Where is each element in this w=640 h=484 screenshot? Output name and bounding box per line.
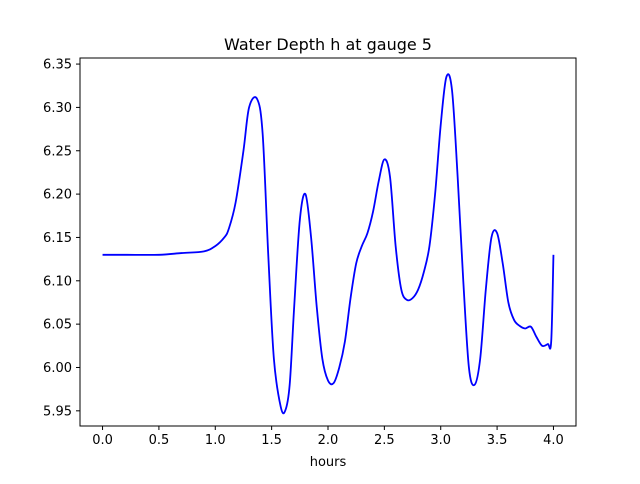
chart-title: Water Depth h at gauge 5 [224,35,432,54]
y-tick-label: 6.05 [43,318,72,333]
x-tick-label: 4.0 [543,433,564,448]
y-tick-label: 5.95 [43,404,72,419]
y-tick-label: 6.10 [43,274,72,289]
y-tick-label: 6.25 [43,144,72,159]
x-tick-label: 1.0 [205,433,226,448]
y-tick-label: 6.35 [43,58,72,73]
x-tick-label: 3.5 [487,433,508,448]
series-line-0 [102,73,555,415]
x-tick-label: 1.5 [261,433,282,448]
x-tick-label: 3.0 [430,433,451,448]
x-tick-label: 0.0 [92,433,113,448]
plot-area [102,73,555,415]
axes-frame [79,57,577,427]
x-tick-label: 2.5 [374,433,395,448]
x-axis-label: hours [310,455,347,470]
x-tick-label: 2.0 [318,433,339,448]
axes: 0.0 0.5 1.0 1.5 2.0 2.5 3.0 3.5 4.0 5.95 6.00 6.05 6… [43,57,577,448]
x-tick-label: 0.5 [149,433,170,448]
y-tick-label: 6.20 [43,188,72,203]
y-tick-label: 6.30 [43,101,72,116]
y-tick-label: 6.00 [43,361,72,376]
y-tick-label: 6.15 [43,231,72,246]
